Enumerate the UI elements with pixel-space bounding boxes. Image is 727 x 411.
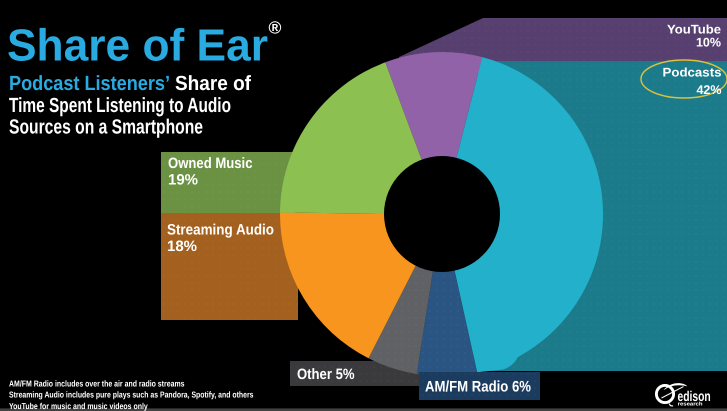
svg-text:Owned Music: Owned Music [168,155,253,172]
svg-text:42%: 42% [696,83,721,97]
svg-text:Share of Ear: Share of Ear [7,20,268,71]
svg-text:Time Spent Listening to Audio: Time Spent Listening to Audio [9,94,231,117]
svg-text:19%: 19% [168,172,198,189]
svg-text:research: research [678,401,703,407]
svg-text:YouTube: YouTube [667,23,721,37]
svg-text:Podcasts: Podcasts [663,66,722,80]
svg-text:10%: 10% [696,36,721,50]
svg-text:Other 5%: Other 5% [297,366,355,383]
svg-text:Share of: Share of [175,72,251,95]
svg-text:AM/FM Radio includes over the: AM/FM Radio includes over the air and ra… [9,378,185,388]
svg-text:®: ® [269,18,282,38]
svg-text:Streaming Audio: Streaming Audio [167,222,274,239]
svg-text:edison: edison [678,389,711,405]
svg-text:AM/FM Radio 6%: AM/FM Radio 6% [425,379,531,396]
svg-text:18%: 18% [167,238,197,255]
svg-text:YouTube for music and music vi: YouTube for music and music videos only [9,401,148,411]
svg-text:Streaming Audio includes pure: Streaming Audio includes pure plays such… [9,390,254,400]
svg-text:Sources on a Smartphone: Sources on a Smartphone [9,115,203,138]
svg-text:Podcast Listeners’: Podcast Listeners’ [9,72,170,95]
